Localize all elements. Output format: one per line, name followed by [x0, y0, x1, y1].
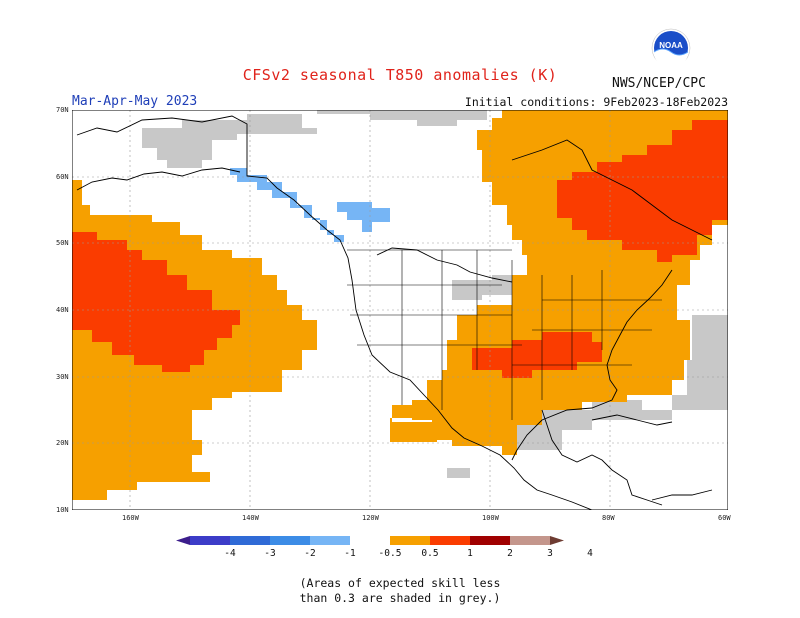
lat-label-30n: 30N [56, 373, 69, 381]
noaa-logo: NOAA [651, 28, 691, 68]
initial-conditions-label: Initial conditions: 9Feb2023-18Feb2023 [464, 95, 728, 109]
west-coast-line [76, 115, 593, 510]
legend-swatch [270, 536, 310, 545]
lat-label-10n: 10N [56, 506, 69, 514]
negative-anomaly-region [230, 168, 390, 242]
pacific-edge-orange [72, 180, 82, 205]
footnote-line-2: than 0.3 are shaded in grey.) [299, 591, 501, 605]
footnote-line-1: (Areas of expected skill less [299, 576, 501, 590]
gulf-coast-line [541, 409, 663, 506]
legend-swatch [510, 536, 550, 545]
coastlines [76, 115, 713, 510]
legend-labels: -4 -3 -2 -1 -0.5 0.5 1 2 3 4 [224, 548, 593, 559]
legend-arrow-left [176, 536, 190, 545]
legend-label: -4 [224, 548, 236, 559]
legend-label: -2 [304, 548, 315, 559]
cuba-line [591, 414, 673, 426]
graticule [72, 110, 728, 510]
legend-label: 0.5 [421, 548, 438, 559]
legend-label: 3 [547, 548, 553, 559]
lat-label-40n: 40N [56, 306, 69, 314]
logo-text: NOAA [659, 41, 683, 50]
color-legend: -4 -3 -2 -1 -0.5 0.5 1 2 3 4 [176, 536, 593, 559]
lon-label-120w: 120W [362, 514, 379, 522]
plains-grey [452, 275, 512, 300]
east-coast-line [511, 269, 673, 461]
skill-footnote: (Areas of expected skill less than 0.3 a… [0, 576, 800, 606]
legend-swatches [176, 536, 564, 545]
lat-label-50n: 50N [56, 239, 69, 247]
low-skill-regions [142, 110, 728, 478]
lat-label-70n: 70N [56, 106, 69, 114]
lon-label-160w: 160W [122, 514, 139, 522]
legend-label: 1 [467, 548, 473, 559]
legend-swatch [430, 536, 470, 545]
caribbean-grey [517, 400, 672, 450]
lon-label-60w: 60W [718, 514, 731, 522]
legend-label: -1 [344, 548, 356, 559]
season-label: Mar-Apr-May 2023 [72, 94, 198, 109]
legend-swatch [310, 536, 350, 545]
lon-label-100w: 100W [482, 514, 499, 522]
legend-swatch [390, 536, 430, 545]
pacific-red [72, 232, 240, 372]
alaska-grey [142, 114, 317, 168]
lat-label-20n: 20N [56, 439, 69, 447]
canada-blue [337, 202, 390, 232]
legend-swatch [470, 536, 510, 545]
legend-label: -0.5 [379, 548, 402, 559]
pacific-small-grey [447, 468, 470, 478]
south-america-line [651, 489, 713, 501]
lon-label-80w: 80W [602, 514, 615, 522]
arctic-grey [317, 110, 487, 126]
lat-label-60n: 60N [56, 173, 69, 181]
bc-coast-blue [230, 168, 344, 242]
canada-border-line [376, 247, 513, 283]
legend-swatch [190, 536, 230, 545]
legend-swatch [350, 536, 390, 545]
lon-label-140w: 140W [242, 514, 259, 522]
map-title: CFSv2 seasonal T850 anomalies (K) [242, 66, 558, 84]
legend-label: 4 [587, 548, 593, 559]
hudson-coast-line [511, 139, 713, 241]
legend-label: 2 [507, 548, 513, 559]
agency-label: NWS/NCEP/CPC [612, 76, 706, 91]
legend-arrow-right [550, 536, 564, 545]
alaska-coast-line [76, 167, 241, 191]
legend-swatch [230, 536, 270, 545]
state-borders [347, 249, 662, 420]
legend-label: -3 [264, 548, 275, 559]
southeast-us-red [472, 332, 602, 378]
atlantic-grey [672, 315, 728, 410]
anomaly-map [72, 110, 728, 510]
